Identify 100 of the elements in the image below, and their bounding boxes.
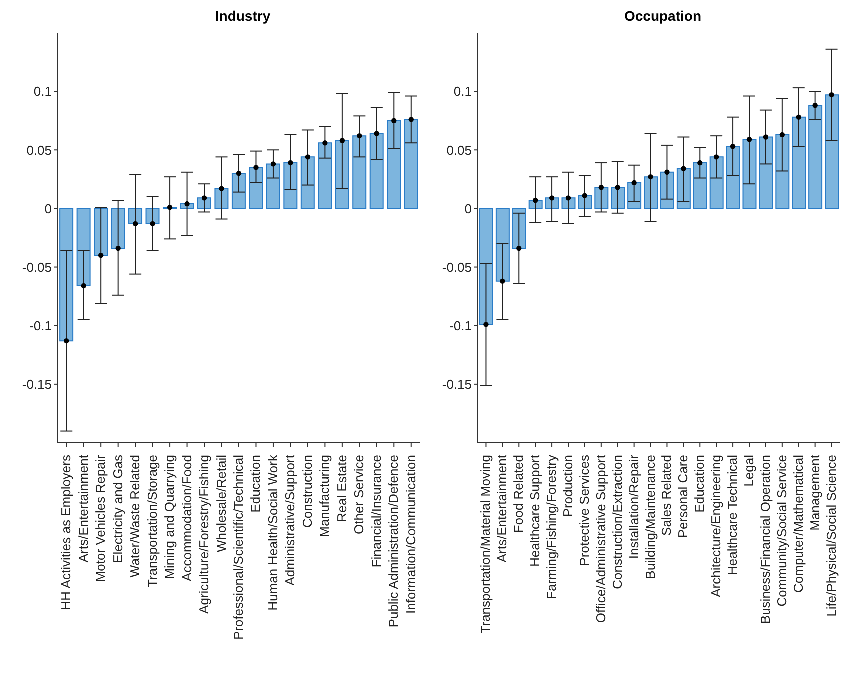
bar <box>111 208 126 250</box>
x-tick-label: Transportation/Storage <box>144 455 160 588</box>
y-tick-label: 0 <box>44 201 52 216</box>
point <box>500 278 506 284</box>
point <box>566 196 572 201</box>
x-tick-label: Protective Services <box>576 454 592 566</box>
point <box>714 154 720 160</box>
point <box>615 185 620 190</box>
x-tick-label: Manufacturing <box>317 455 332 538</box>
bar <box>404 119 418 210</box>
x-tick-label: Mining and Quarrying <box>162 455 178 580</box>
x-tick-label: Financial/Insurance <box>368 455 384 568</box>
point <box>632 180 637 186</box>
point <box>829 92 834 98</box>
x-tick-label: Building/Maintenance <box>642 455 658 580</box>
x-tick-label: Architecture/Engineering <box>708 455 724 598</box>
bar <box>94 208 108 256</box>
point <box>582 193 588 198</box>
x-tick-label: Personal Care <box>676 455 691 538</box>
bar <box>660 172 674 210</box>
x-tick-label: Wholesale/Retail <box>214 454 229 553</box>
x-tick-label: Professional/Scientific/Technical <box>231 454 246 640</box>
x-tick-label: Healthcare Support <box>528 454 543 568</box>
y-tick-label: -0.1 <box>30 318 52 334</box>
x-tick-label: Administrative/Support <box>282 454 298 586</box>
x-tick-label: Education <box>692 455 708 513</box>
bar <box>710 156 724 210</box>
x-tick-label: Farming/Fishing/Forestry <box>544 454 560 600</box>
y-tick-label: 0.1 <box>454 84 472 100</box>
point <box>132 221 138 227</box>
x-tick-label: Public Administration/Defence <box>386 455 402 628</box>
y-tick-label: -0.05 <box>22 260 52 275</box>
x-tick-label: Food Related <box>511 455 526 534</box>
point <box>116 246 121 252</box>
point <box>357 133 362 139</box>
point <box>664 170 670 175</box>
x-tick-label: HH Activities as Employers <box>58 454 74 610</box>
point <box>698 160 703 166</box>
bar <box>742 139 757 210</box>
chart-title: Industry <box>214 8 272 26</box>
bar <box>496 208 510 282</box>
point <box>681 166 686 172</box>
point <box>392 118 397 124</box>
bar <box>352 136 367 210</box>
point <box>763 134 769 140</box>
y-tick-label: -0.1 <box>450 318 472 334</box>
point <box>236 170 242 176</box>
point <box>812 103 818 108</box>
point <box>288 160 294 166</box>
point <box>305 154 311 160</box>
point <box>322 140 328 146</box>
x-tick-label: Other Service <box>352 455 367 534</box>
point <box>254 165 259 170</box>
x-tick-label: Legal <box>742 454 756 487</box>
bar <box>370 133 384 210</box>
point <box>648 174 654 180</box>
bar <box>825 94 840 210</box>
bar <box>318 142 332 210</box>
x-tick-label: Construction <box>300 455 315 528</box>
x-tick-label: Human Health/Social Work <box>265 454 280 611</box>
point <box>202 196 208 201</box>
x-tick-label: Computer/Mathematical <box>790 454 806 593</box>
x-tick-label: Electricity and Gas <box>110 454 126 564</box>
point <box>780 132 786 138</box>
x-tick-label: Business/Financial Operation <box>758 455 773 624</box>
point <box>81 283 86 289</box>
x-tick-label: Construction/Extraction <box>610 455 625 590</box>
bar <box>249 167 264 210</box>
point <box>484 322 489 328</box>
point <box>64 338 70 344</box>
x-tick-label: Sales Related <box>659 455 674 536</box>
chart-title: Occupation <box>623 8 702 26</box>
bar <box>726 146 740 210</box>
point <box>408 117 414 122</box>
y-tick-label: 0.05 <box>446 142 472 158</box>
y-tick-label: -0.15 <box>442 377 472 392</box>
bar <box>335 140 350 210</box>
y-tick-label: 0 <box>464 201 472 216</box>
point <box>219 186 224 192</box>
y-tick-label: -0.05 <box>442 260 472 275</box>
point <box>549 196 555 201</box>
x-tick-label: Installation/Repair <box>626 454 642 560</box>
bar <box>60 208 74 342</box>
bar <box>808 105 823 210</box>
x-tick-label: Accommodation/Food <box>179 455 194 582</box>
point <box>340 138 346 144</box>
bar <box>284 162 298 210</box>
x-tick-label: Arts/Entertainment <box>494 454 510 563</box>
x-tick-label: Management <box>807 454 822 531</box>
point <box>730 144 736 150</box>
point <box>796 114 802 120</box>
bar <box>776 134 790 210</box>
y-tick-label: -0.15 <box>22 377 52 392</box>
bar <box>300 156 315 210</box>
x-tick-label: Motor Vehicles Repair <box>93 454 108 582</box>
bar <box>479 208 494 326</box>
point <box>516 246 522 252</box>
x-tick-label: Real Estate <box>334 455 350 522</box>
x-tick-label: Arts/Entertainment <box>76 454 91 563</box>
point <box>167 204 173 210</box>
